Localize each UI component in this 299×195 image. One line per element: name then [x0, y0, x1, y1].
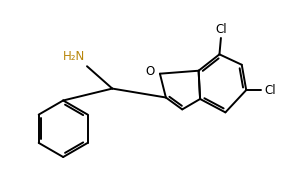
Text: O: O	[145, 65, 155, 78]
Text: H₂N: H₂N	[63, 50, 86, 63]
Text: Cl: Cl	[215, 23, 227, 36]
Text: Cl: Cl	[264, 84, 276, 97]
